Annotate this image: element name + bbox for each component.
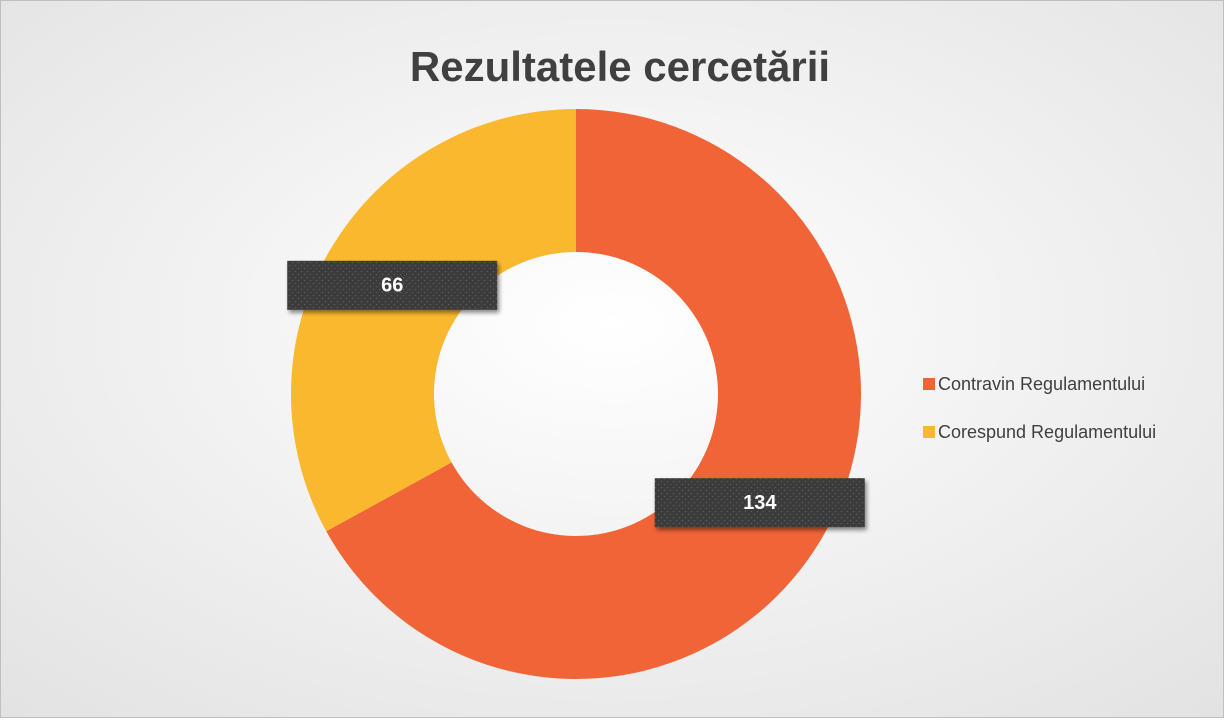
- data-label-box: [287, 260, 498, 310]
- data-label: 66: [381, 275, 403, 297]
- legend-swatch: [923, 378, 935, 390]
- donut-slice: [290, 108, 576, 532]
- legend-label: Contravin Regulamentului: [938, 374, 1145, 394]
- legend-label: Corespund Regulamentului: [938, 422, 1156, 442]
- legend-swatch: [923, 426, 935, 438]
- chart-title: Rezultatele cercetării: [410, 43, 830, 90]
- data-label-box: [654, 478, 865, 528]
- data-label: 134: [743, 492, 777, 514]
- donut-slice: [326, 109, 862, 679]
